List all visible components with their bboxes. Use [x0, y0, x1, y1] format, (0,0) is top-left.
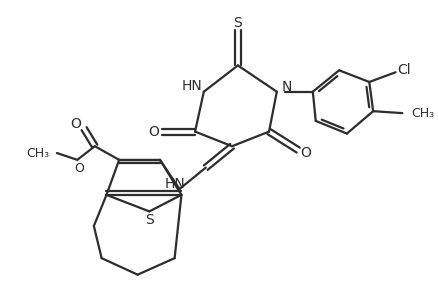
Text: S: S: [145, 213, 154, 227]
Text: CH₃: CH₃: [411, 107, 434, 120]
Text: O: O: [74, 162, 84, 175]
Text: CH₃: CH₃: [26, 147, 49, 160]
Text: Cl: Cl: [398, 63, 411, 77]
Text: S: S: [233, 16, 242, 30]
Text: N: N: [281, 80, 292, 94]
Text: O: O: [70, 117, 81, 131]
Text: O: O: [148, 125, 159, 139]
Text: HN: HN: [182, 79, 202, 93]
Text: HN: HN: [164, 177, 185, 191]
Text: O: O: [300, 146, 311, 160]
